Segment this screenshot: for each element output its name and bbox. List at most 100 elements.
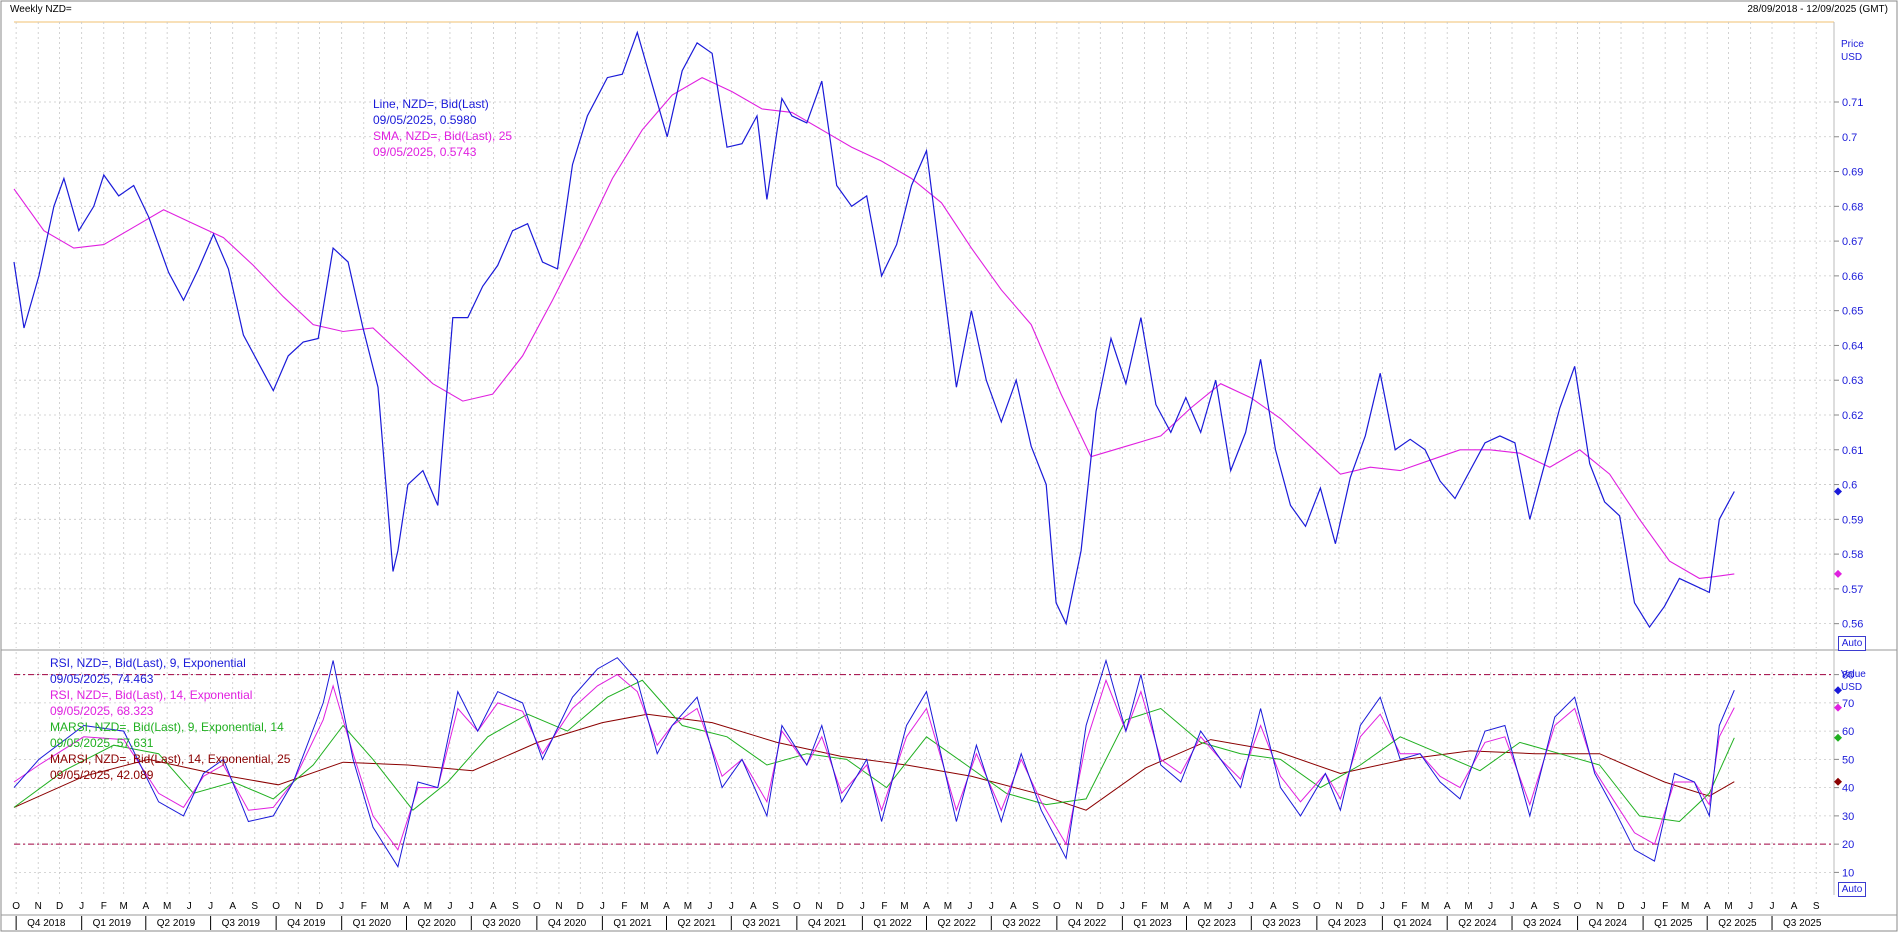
month-tick-label: D [837,901,844,912]
month-tick-label: A [142,901,149,912]
month-tick-label: S [1032,901,1039,912]
price-axis-label: Price [1841,39,1864,50]
nzd-price-line [13,30,1735,629]
month-tick-label: A [663,901,670,912]
month-tick-label: F [361,901,367,912]
month-tick-label: F [1401,901,1407,912]
value-tick-label: 20 [1842,839,1854,851]
price-tick-label: 0.6 [1842,480,1857,492]
month-tick-label: O [272,901,280,912]
legend-sma-name: SMA, NZD=, Bid(Last), 25 [373,129,513,143]
oscillator-legend: RSI, NZD=, Bid(Last), 9, Exponential 09/… [50,655,290,783]
x-axis-quarters: Q4 2018 Q1 2019 Q2 2019 Q3 2019 Q4 2019 Q1 20… [15,916,1822,930]
value-axis-label: Value [1841,669,1866,680]
value-tick-label: 30 [1842,811,1854,823]
month-tick-label: J [1380,901,1385,912]
value-auto-scale-button[interactable]: Auto [1838,882,1866,897]
quarter-label: Q1 2021 [613,918,652,929]
price-tick-label: 0.59 [1842,514,1863,526]
quarter-label: Q2 2020 [417,918,456,929]
quarter-label: Q4 2023 [1328,918,1367,929]
month-tick-label: O [1574,901,1582,912]
quarter-label: Q3 2023 [1262,918,1301,929]
month-tick-label: J [1120,901,1125,912]
month-tick-label: S [772,901,779,912]
price-tick-label: 0.58 [1842,549,1863,561]
month-tick-label: D [56,901,63,912]
month-tick-label: S [1813,901,1820,912]
price-tick-label: 0.69 [1842,167,1863,179]
date-range: 28/09/2018 - 12/09/2025 (GMT) [1747,4,1888,15]
last-price-marker [1834,487,1842,496]
month-tick-label: O [12,901,20,912]
month-tick-label: J [79,901,84,912]
month-tick-label: M [1681,901,1689,912]
month-tick-label: D [1617,901,1624,912]
quarter-label: Q2 2022 [937,918,976,929]
month-tick-label: M [163,901,171,912]
month-tick-label: F [101,901,107,912]
month-tick-label: O [1313,901,1321,912]
month-tick-label: J [860,901,865,912]
quarter-label: Q3 2025 [1783,918,1822,929]
sma-25-line [13,76,1735,579]
month-tick-label: M [1724,901,1732,912]
legend-sma-value: 09/05/2025, 0.5743 [373,145,477,159]
month-tick-label: F [881,901,887,912]
quarter-label: Q3 2022 [1002,918,1041,929]
month-tick-label: M [380,901,388,912]
quarter-label: Q4 2020 [548,918,587,929]
month-tick-label: A [1010,901,1017,912]
month-tick-label: N [815,901,822,912]
month-tick-label: A [1791,901,1798,912]
quarter-label: Q4 2019 [287,918,326,929]
month-tick-label: M [120,901,128,912]
month-tick-label: A [403,901,410,912]
quarter-label: Q4 2018 [27,918,66,929]
price-tick-label: 0.68 [1842,201,1863,213]
month-tick-label: A [1183,901,1190,912]
quarter-label: Q1 2022 [873,918,912,929]
price-tick-label: 0.63 [1842,375,1863,387]
legend-rsi14-value: 09/05/2025, 68.323 [50,704,154,718]
marsi-9-line-marker [1834,733,1842,742]
quarter-label: Q3 2019 [222,918,261,929]
month-tick-label: S [512,901,519,912]
month-tick-label: J [967,901,972,912]
month-tick-label: A [1270,901,1277,912]
chart-title: Weekly NZD= [10,4,72,15]
quarter-label: Q3 2021 [742,918,781,929]
month-tick-label: M [1421,901,1429,912]
month-tick-label: N [1335,901,1342,912]
marsi-14-line-marker [1834,777,1842,786]
month-tick-label: N [555,901,562,912]
month-tick-label: A [1444,901,1451,912]
quarter-label: Q3 2024 [1523,918,1562,929]
price-auto-scale-button[interactable]: Auto [1838,636,1866,651]
value-axis-title: Value USD [1841,668,1866,694]
quarter-label: Q3 2020 [482,918,521,929]
month-tick-label: J [1770,901,1775,912]
legend-line-value: 09/05/2025, 0.5980 [373,113,477,127]
value-tick-label: 40 [1842,783,1854,795]
price-tick-label: 0.62 [1842,410,1863,422]
month-tick-label: S [1292,901,1299,912]
price-legend: Line, NZD=, Bid(Last) 09/05/2025, 0.5980… [373,96,512,160]
price-tick-label: 0.66 [1842,271,1863,283]
month-tick-label: N [1596,901,1603,912]
legend-line-name: Line, NZD=, Bid(Last) [373,97,489,111]
quarter-label: Q2 2023 [1197,918,1236,929]
month-tick-label: J [989,901,994,912]
month-tick-label: M [424,901,432,912]
month-tick-label: J [729,901,734,912]
price-tick-label: 0.61 [1842,445,1863,457]
month-tick-label: M [1204,901,1212,912]
month-tick-label: J [1641,901,1646,912]
legend-rsi9-value: 09/05/2025, 74.463 [50,672,154,686]
month-tick-label: A [229,901,236,912]
month-tick-label: A [750,901,757,912]
